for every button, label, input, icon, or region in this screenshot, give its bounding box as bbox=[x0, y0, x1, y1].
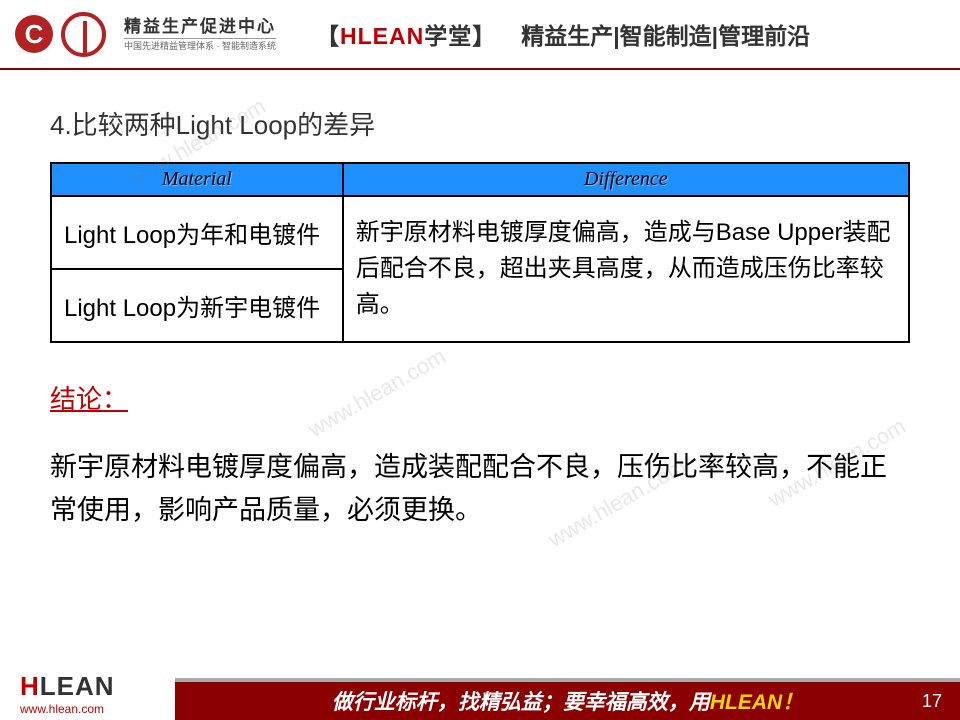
comparison-table: Material Difference Light Loop为年和电镀件 新宇原… bbox=[50, 162, 910, 343]
table-header-row: Material Difference bbox=[51, 163, 909, 196]
footer-bar: 做行业标杆，找精弘益；要幸福高效，用HLEAN！ 17 bbox=[175, 682, 960, 720]
right-title: 精益生产|智能制造|管理前沿 bbox=[521, 17, 810, 51]
logo-c-icon: C bbox=[15, 15, 53, 53]
page-number: 17 bbox=[922, 691, 942, 712]
center-red: HLEAN bbox=[340, 23, 424, 49]
th-difference: Difference bbox=[343, 163, 909, 196]
th-material: Material bbox=[51, 163, 343, 196]
logo-circle-icon bbox=[61, 12, 106, 57]
bracket-right: 】 bbox=[472, 23, 496, 49]
bracket-left: 【 bbox=[316, 23, 340, 49]
content: 4.比较两种Light Loop的差异 Material Difference … bbox=[0, 70, 960, 532]
footer-slogan-yellow: HLEAN！ bbox=[710, 686, 803, 716]
footer-left: HLEAN www.hlean.com bbox=[0, 671, 115, 720]
header: C 精益生产促进中心 中国先进精益管理体系 · 智能制造系统 【HLEAN学堂】… bbox=[0, 0, 960, 70]
logo-group: C 精益生产促进中心 中国先进精益管理体系 · 智能制造系统 bbox=[15, 12, 276, 57]
footer: HLEAN www.hlean.com 做行业标杆，找精弘益；要幸福高效，用HL… bbox=[0, 670, 960, 720]
conclusion-label: 结论： bbox=[50, 379, 910, 416]
footer-logo-lean: LEAN bbox=[40, 671, 115, 701]
footer-logo-h: H bbox=[20, 671, 40, 701]
table-row: Light Loop为年和电镀件 新宇原材料电镀厚度偏高，造成与Base Upp… bbox=[51, 196, 909, 269]
logo-text: 精益生产促进中心 中国先进精益管理体系 · 智能制造系统 bbox=[124, 16, 276, 53]
center-black: 学堂 bbox=[424, 23, 472, 49]
section-title: 4.比较两种Light Loop的差异 bbox=[50, 105, 910, 142]
logo-sub-text: 中国先进精益管理体系 · 智能制造系统 bbox=[124, 38, 276, 53]
cell-difference: 新宇原材料电镀厚度偏高，造成与Base Upper装配后配合不良，超出夹具高度，… bbox=[343, 196, 909, 342]
footer-url: www.hlean.com bbox=[20, 702, 115, 716]
logo-main-text: 精益生产促进中心 bbox=[124, 16, 276, 38]
footer-logo: HLEAN bbox=[20, 671, 115, 702]
center-title: 【HLEAN学堂】 bbox=[316, 17, 496, 51]
conclusion-text: 新宇原材料电镀厚度偏高，造成装配配合不良，压伤比率较高，不能正常使用，影响产品质… bbox=[50, 446, 910, 532]
footer-slogan-white: 做行业标杆，找精弘益；要幸福高效，用 bbox=[332, 686, 710, 716]
cell-material-2: Light Loop为新宇电镀件 bbox=[51, 269, 343, 342]
cell-material-1: Light Loop为年和电镀件 bbox=[51, 196, 343, 269]
